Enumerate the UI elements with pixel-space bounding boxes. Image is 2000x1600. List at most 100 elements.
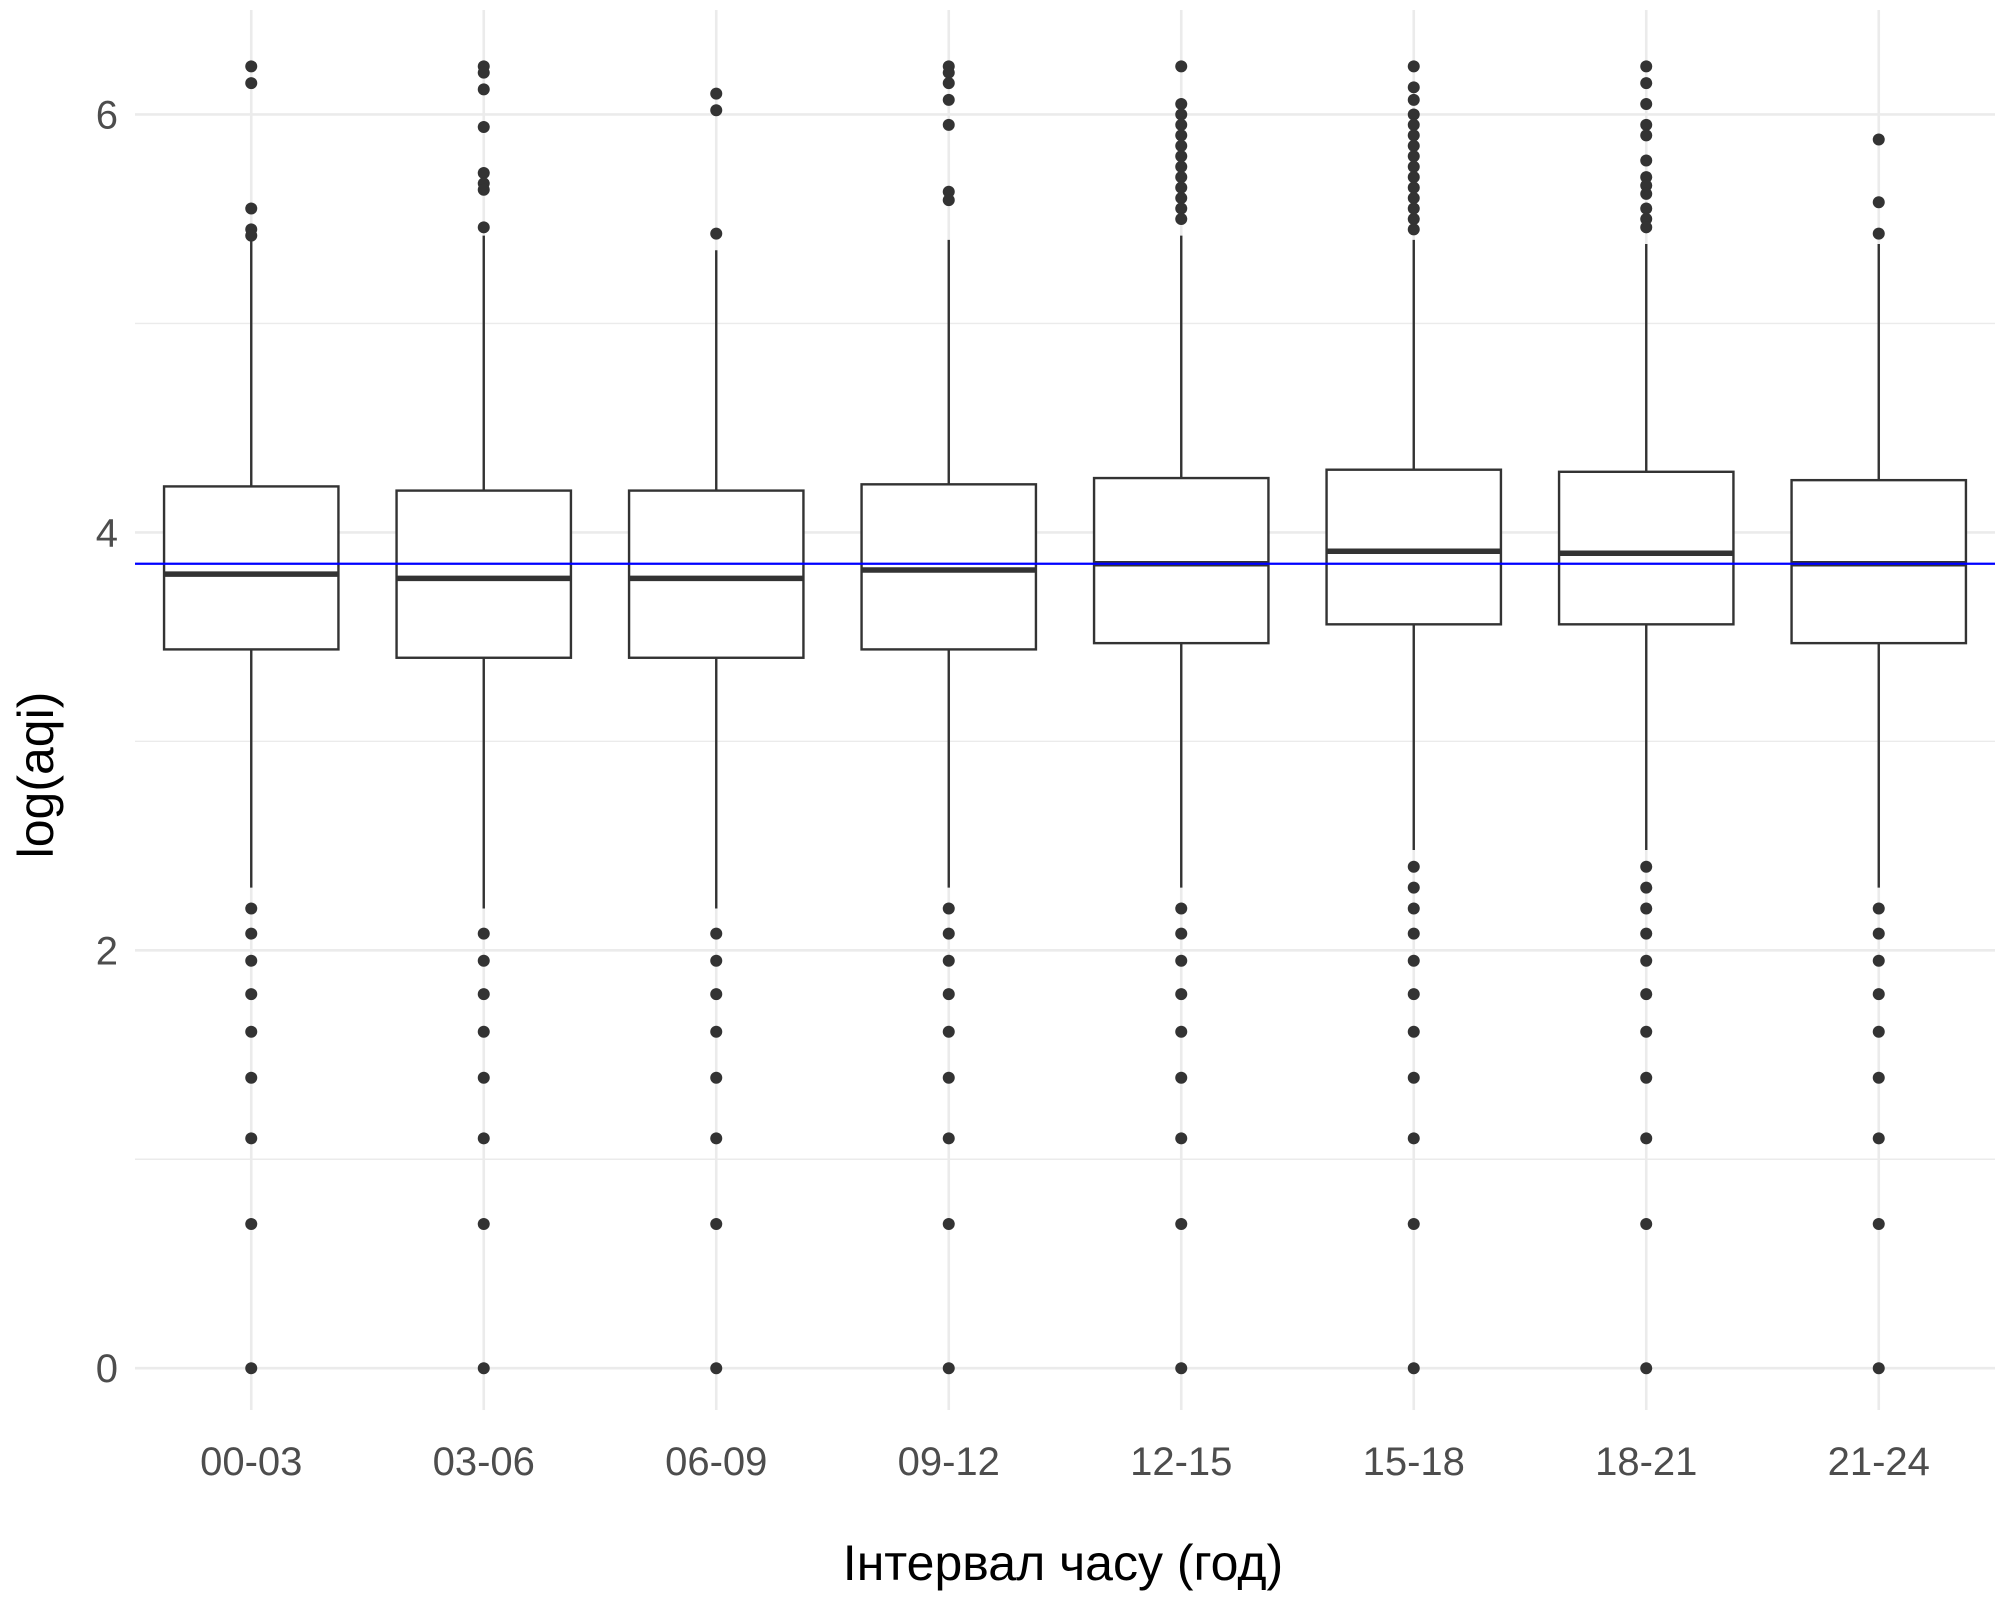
x-tick-label: 06-09 — [665, 1440, 767, 1484]
outlier-point — [245, 77, 258, 90]
outlier-point — [1175, 202, 1188, 215]
x-axis-ticks: 00-03 03-06 06-09 09-12 12-15 15-18 18-21 21-24 — [200, 1440, 1930, 1484]
outlier-point — [1407, 902, 1420, 915]
outlier-point — [1640, 129, 1653, 142]
outlier-point — [1640, 187, 1653, 200]
outlier-point — [1640, 171, 1653, 184]
outlier-point — [1175, 988, 1188, 1001]
outlier-point — [477, 954, 490, 967]
outlier-point — [1640, 902, 1653, 915]
box-group-21-24 — [1790, 133, 1968, 1375]
x-tick-label: 12-15 — [1130, 1440, 1232, 1484]
outlier-point — [477, 1071, 490, 1084]
outlier-point — [710, 988, 723, 1001]
outlier-point — [245, 988, 258, 1001]
x-tick-label: 09-12 — [898, 1440, 1000, 1484]
outlier-point — [942, 66, 955, 79]
outlier-point — [1640, 1218, 1653, 1231]
outlier-point — [942, 1071, 955, 1084]
outlier-point — [1175, 1362, 1188, 1375]
outlier-point — [1175, 212, 1188, 225]
outlier-point — [710, 954, 723, 967]
box — [1092, 476, 1270, 645]
box — [627, 489, 805, 659]
outlier-point — [1640, 60, 1653, 73]
outlier-point — [1407, 93, 1420, 106]
outlier-point — [710, 1362, 723, 1375]
outlier-point — [1640, 179, 1653, 192]
outlier-point — [1407, 1132, 1420, 1145]
outlier-point — [1175, 129, 1188, 142]
box — [395, 489, 573, 659]
outlier-point — [1175, 171, 1188, 184]
outlier-point — [245, 954, 258, 967]
outlier-point — [1407, 160, 1420, 173]
outlier-point — [1872, 1025, 1885, 1038]
outlier-point — [1872, 902, 1885, 915]
boxes — [162, 60, 1968, 1375]
outlier-point — [245, 927, 258, 940]
outlier-point — [710, 1218, 723, 1231]
outlier-point — [1640, 1132, 1653, 1145]
outlier-point — [942, 118, 955, 131]
outlier-point — [1175, 954, 1188, 967]
outlier-point — [1640, 954, 1653, 967]
outlier-point — [710, 1132, 723, 1145]
outlier-point — [1872, 927, 1885, 940]
outlier-point — [710, 87, 723, 100]
outlier-point — [1640, 221, 1653, 234]
outlier-point — [1175, 181, 1188, 194]
outlier-point — [1407, 1362, 1420, 1375]
outlier-point — [710, 104, 723, 117]
outlier-point — [1640, 1071, 1653, 1084]
box-group-12-15 — [1092, 60, 1270, 1375]
outlier-point — [1640, 1362, 1653, 1375]
outlier-point — [942, 1218, 955, 1231]
y-tick-label: 0 — [96, 1347, 118, 1391]
outlier-point — [477, 66, 490, 79]
outlier-point — [1407, 954, 1420, 967]
outlier-point — [1407, 881, 1420, 894]
outlier-point — [1175, 150, 1188, 163]
box-group-00-03 — [162, 60, 340, 1375]
outlier-point — [1640, 212, 1653, 225]
box — [860, 483, 1038, 651]
outlier-point — [710, 1025, 723, 1038]
outlier-point — [710, 1071, 723, 1084]
outlier-point — [1175, 1218, 1188, 1231]
x-tick-label: 21-24 — [1828, 1440, 1930, 1484]
outlier-point — [1407, 202, 1420, 215]
outlier-point — [1407, 108, 1420, 121]
outlier-point — [942, 1362, 955, 1375]
outlier-point — [942, 194, 955, 207]
outlier-point — [1407, 860, 1420, 873]
grid — [135, 10, 1995, 1410]
outlier-point — [1175, 1025, 1188, 1038]
outlier-point — [710, 927, 723, 940]
box-group-15-18 — [1325, 60, 1503, 1375]
outlier-point — [1640, 77, 1653, 90]
outlier-point — [1175, 902, 1188, 915]
outlier-point — [1407, 1071, 1420, 1084]
outlier-point — [245, 1362, 258, 1375]
outlier-point — [1407, 1025, 1420, 1038]
outlier-point — [942, 93, 955, 106]
outlier-point — [1640, 118, 1653, 131]
outlier-point — [1872, 1071, 1885, 1084]
y-tick-label: 6 — [96, 93, 118, 137]
outlier-point — [1175, 60, 1188, 73]
box-group-18-21 — [1557, 60, 1735, 1375]
outlier-point — [245, 229, 258, 242]
x-tick-label: 03-06 — [433, 1440, 535, 1484]
outlier-point — [477, 166, 490, 179]
outlier-point — [477, 83, 490, 96]
x-tick-label: 15-18 — [1363, 1440, 1465, 1484]
outlier-point — [245, 60, 258, 73]
outlier-point — [1872, 227, 1885, 240]
outlier-point — [1407, 81, 1420, 94]
outlier-point — [1407, 223, 1420, 236]
box-group-06-09 — [627, 87, 805, 1375]
outlier-point — [1407, 212, 1420, 225]
outlier-point — [477, 1025, 490, 1038]
